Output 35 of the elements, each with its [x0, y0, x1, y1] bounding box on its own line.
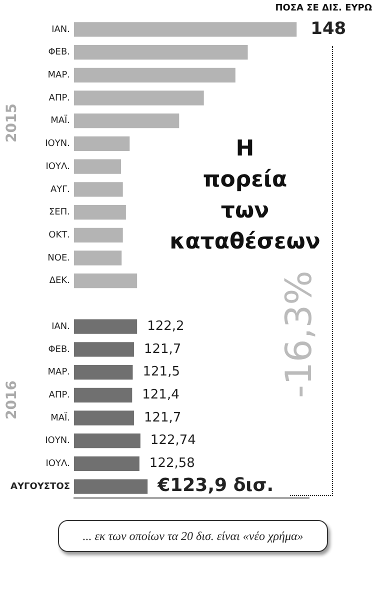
data-label: 148 [310, 18, 346, 39]
y-tick-label: ΙΟΥΝ. [45, 139, 70, 150]
y-tick-label: ΑΥΓΟΥΣΤΟΣ [10, 482, 70, 492]
y-tick-label: ΦΕΒ. [48, 48, 70, 58]
data-label: 121,7 [144, 342, 182, 357]
y-tick-label: ΑΠΡ. [48, 390, 70, 400]
data-label: 122,74 [150, 433, 196, 448]
y-tick-label: ΙΟΥΛ. [46, 459, 70, 470]
y-tick-label: ΙΟΥΛ. [46, 162, 70, 172]
y-tick-label: ΜΑΪ. [50, 411, 70, 424]
y-tick-label: ΝΟΕ. [48, 253, 70, 264]
y-tick-label: ΙΟΥΝ. [45, 436, 70, 446]
y-tick-label: ΔΕΚ. [49, 276, 70, 286]
data-label: €123,9 δισ. [156, 475, 274, 496]
data-label: 121,5 [142, 364, 180, 380]
chart-subtitle: ΠΟΣΑ ΣΕ ΔΙΣ. ΕΥΡΩ [275, 3, 372, 14]
data-label: 121,4 [142, 388, 180, 403]
data-label: 122,2 [147, 318, 184, 334]
y-tick-label: ΙΑΝ. [52, 24, 70, 35]
text: Η πορεία των καταθέσεων [170, 136, 320, 255]
annotation: -16,3% [279, 270, 320, 398]
text: 2015 [4, 103, 20, 143]
data-label: 121,7 [144, 410, 182, 426]
y-tick-label: ΦΕΒ. [48, 344, 70, 355]
y-tick-label: ΑΥΓ. [50, 184, 70, 195]
y-tick-label: ΜΑΪ. [50, 114, 70, 126]
data-label: 122,58 [149, 456, 195, 472]
y-tick-label: ΟΚΤ. [48, 230, 70, 240]
y-tick-label: ΜΑΡ. [48, 70, 70, 80]
text: 2016 [4, 380, 20, 420]
y-tick-label: ΜΑΡ. [48, 368, 70, 378]
y-tick-label: ΣΕΠ. [48, 208, 70, 218]
y-tick-label: ΑΠΡ. [48, 93, 70, 104]
y-tick-label: ΙΑΝ. [52, 322, 70, 332]
speech-bubble: ... εκ των οποίων τα 20 δισ. είναι «νέο χρήμα» [58, 520, 328, 552]
